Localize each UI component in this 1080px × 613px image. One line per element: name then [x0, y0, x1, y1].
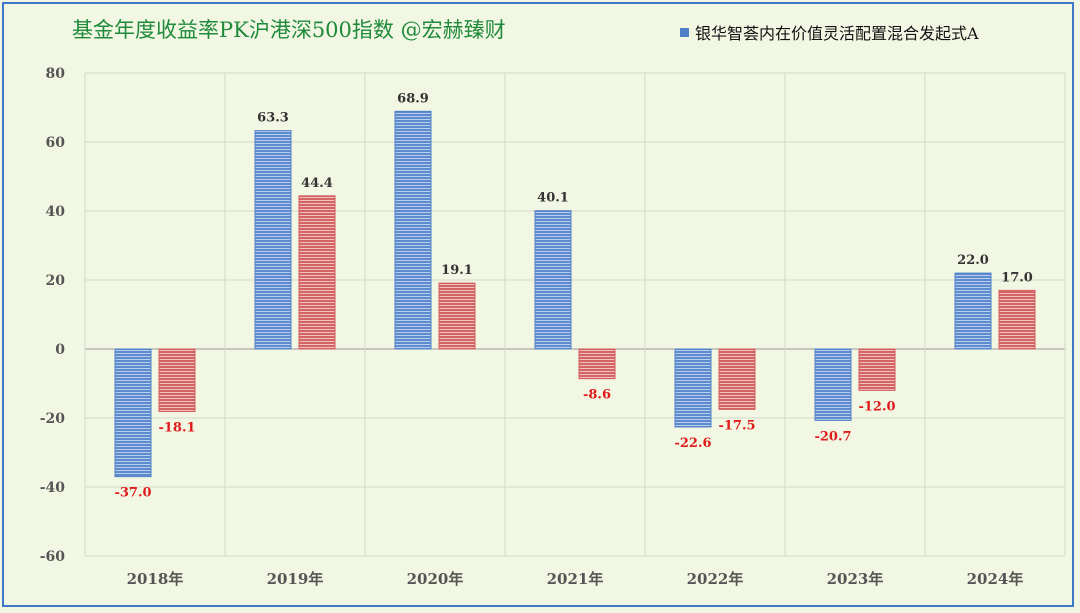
y-tick-label: 60 [46, 135, 66, 151]
data-label: -22.6 [674, 436, 711, 451]
bar-series-2 [158, 348, 196, 412]
bar-series-2 [438, 282, 476, 350]
data-label: -8.6 [583, 388, 611, 403]
bar-series-1 [954, 272, 992, 350]
bar-series-1 [254, 130, 292, 350]
y-tick-label: -40 [40, 480, 66, 496]
data-label: -20.7 [814, 429, 851, 444]
x-tick-label: 2021年 [547, 570, 604, 588]
bar-series-1 [114, 348, 152, 478]
data-label: -18.1 [158, 420, 195, 435]
bar-series-1 [814, 348, 852, 421]
data-label: 68.9 [397, 91, 429, 106]
legend-swatch-series-1 [680, 27, 689, 37]
bar-series-2 [298, 195, 336, 350]
x-tick-label: 2018年 [127, 570, 184, 588]
x-tick-label: 2023年 [827, 570, 884, 588]
data-label: 40.1 [537, 191, 569, 206]
legend-label-series-1: 银华智荟内在价值灵活配置混合发起式A [695, 24, 979, 43]
y-tick-label: 40 [46, 204, 66, 220]
x-tick-label: 2024年 [967, 570, 1024, 588]
data-label: -17.5 [718, 418, 755, 433]
data-label: -12.0 [858, 399, 895, 414]
bar-series-1 [534, 210, 572, 350]
data-label: 22.0 [957, 253, 989, 268]
x-tick-label: 2020年 [407, 570, 464, 588]
bar-series-2 [998, 289, 1036, 350]
bar-series-2 [578, 348, 616, 380]
bar-series-1 [394, 110, 432, 350]
chart-title: 基金年度收益率PK沪港深500指数 @宏赫臻财 [72, 18, 506, 42]
y-tick-label: 20 [46, 273, 66, 289]
legend: 银华智荟内在价值灵活配置混合发起式A [680, 20, 979, 44]
data-label: 63.3 [257, 111, 289, 126]
bar-series-2 [718, 348, 756, 410]
bar-series-2 [858, 348, 896, 391]
data-label: -37.0 [114, 486, 151, 501]
y-tick-label: 0 [55, 342, 65, 358]
bar-series-1 [674, 348, 712, 428]
y-tick-label: -60 [40, 549, 66, 565]
data-label: 17.0 [1001, 270, 1033, 285]
y-tick-label: -20 [40, 411, 66, 427]
x-tick-label: 2019年 [267, 570, 324, 588]
y-tick-label: 80 [46, 66, 66, 82]
data-label: 19.1 [441, 263, 473, 278]
x-tick-label: 2022年 [687, 570, 744, 588]
data-label: 44.4 [301, 176, 333, 191]
